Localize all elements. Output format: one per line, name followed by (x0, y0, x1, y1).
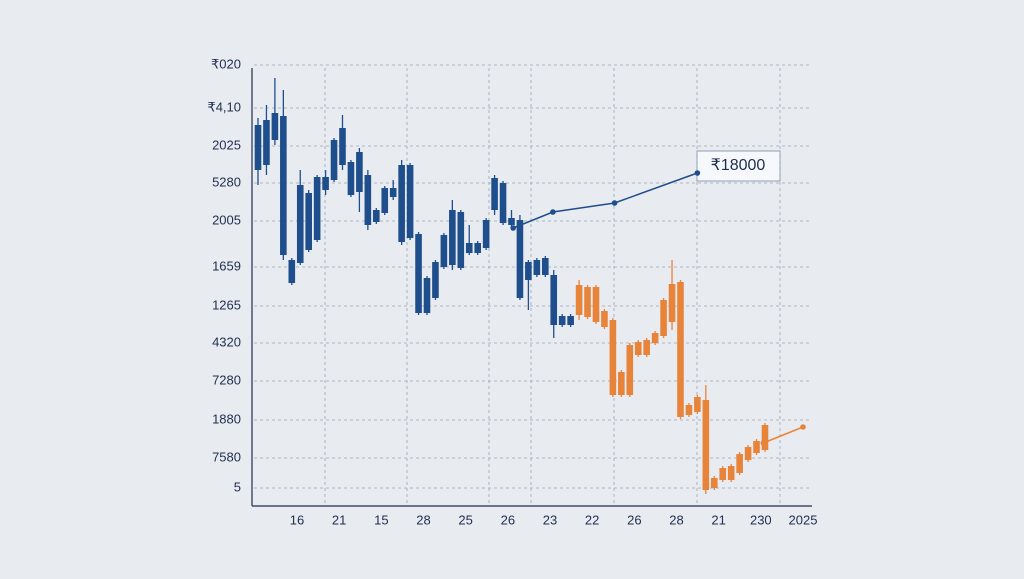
x-tick-label: 25 (458, 512, 472, 527)
candle-body (305, 193, 312, 250)
candle-body (601, 311, 608, 327)
y-tick-label: 5280 (212, 174, 241, 189)
y-tick-label: 1659 (212, 258, 241, 273)
candle-body (584, 287, 591, 317)
candle-body (465, 243, 473, 253)
candle-body (516, 220, 524, 298)
x-tick-label: 21 (332, 512, 346, 527)
candle-body (668, 284, 676, 322)
candle-body (550, 275, 558, 325)
y-tick-label: 4320 (212, 334, 241, 349)
candle-body (592, 287, 600, 322)
candle-body (322, 177, 329, 190)
candle-body (398, 165, 405, 242)
candle-body (744, 447, 752, 460)
y-tick-label: 1880 (212, 411, 241, 426)
x-tick-label: 2025 (789, 512, 818, 527)
candle-body (440, 235, 448, 267)
trend-point (800, 424, 806, 430)
candle-body (296, 185, 304, 263)
x-tick-label: 22 (585, 512, 599, 527)
candle-body (694, 397, 701, 412)
candle-body (643, 340, 650, 355)
candle-body (753, 441, 760, 453)
candle-body (389, 188, 397, 197)
annotation: ₹18000 (711, 157, 766, 174)
candle-body (482, 220, 490, 248)
candle-body (449, 210, 456, 265)
x-tick-label: 15 (374, 512, 388, 527)
candle-body (406, 165, 414, 238)
candle-body (727, 466, 735, 480)
candle-body (347, 162, 355, 195)
candle-body (372, 210, 380, 222)
candle-body (339, 128, 346, 165)
candle-body (541, 258, 549, 275)
candle-body (634, 342, 642, 355)
candle-body (364, 175, 372, 225)
trend-point (694, 170, 701, 176)
candle-body (609, 320, 617, 395)
x-tick-label: 230 (750, 512, 772, 527)
y-tick-label: 2025 (212, 137, 241, 152)
candle-body (567, 316, 574, 325)
y-tick-label: 1265 (212, 297, 241, 312)
candle-body (677, 282, 684, 417)
candle-body (660, 300, 667, 336)
candle-body (719, 468, 727, 480)
candle-body (626, 345, 634, 395)
candle-body (280, 116, 287, 255)
x-tick-label: 26 (501, 512, 515, 527)
trend-line (763, 426, 804, 444)
candle-body (685, 405, 693, 415)
candle-body (288, 260, 296, 283)
candle-body (381, 188, 389, 213)
candle-body (271, 113, 279, 140)
x-tick-label: 23 (543, 512, 557, 527)
candle-body (263, 120, 270, 165)
y-tick-label: 7280 (212, 372, 241, 387)
trend-point (611, 200, 618, 206)
candle-body (423, 278, 431, 313)
candle-body (575, 285, 583, 315)
candle-body (736, 454, 743, 473)
candle-body (533, 260, 541, 275)
candle-body (525, 262, 532, 280)
candle-body (508, 218, 515, 225)
candle-body (415, 234, 422, 313)
y-tick-label: ₹4,10 (207, 99, 241, 114)
candle-body (702, 400, 710, 490)
candle-body (313, 177, 321, 240)
candle-body (254, 125, 262, 170)
candle-body (761, 425, 769, 450)
candle-body (558, 316, 566, 325)
candle-body (710, 478, 718, 488)
x-tick-label: 16 (290, 512, 304, 527)
candle-body (499, 183, 507, 223)
trend-point (550, 209, 556, 215)
x-tick-label: 28 (416, 512, 430, 527)
candle-body (330, 140, 338, 180)
candle-body (474, 243, 481, 253)
candle-body (491, 178, 498, 210)
x-tick-label: 28 (669, 512, 683, 527)
y-tick-label: ₹020 (211, 56, 241, 71)
x-tick-label: 26 (627, 512, 641, 527)
candle-body (651, 333, 659, 343)
trend-point (510, 225, 516, 231)
candle-body (457, 212, 465, 268)
candle-body (432, 262, 439, 298)
candle-body (618, 372, 625, 395)
y-tick-label: 2005 (212, 212, 241, 227)
trend-line (512, 172, 698, 229)
trend-point (760, 440, 767, 446)
candle-body (356, 152, 363, 192)
y-tick-label: 5 (234, 479, 241, 494)
x-tick-label: 21 (711, 512, 725, 527)
y-tick-label: 7580 (212, 449, 241, 464)
